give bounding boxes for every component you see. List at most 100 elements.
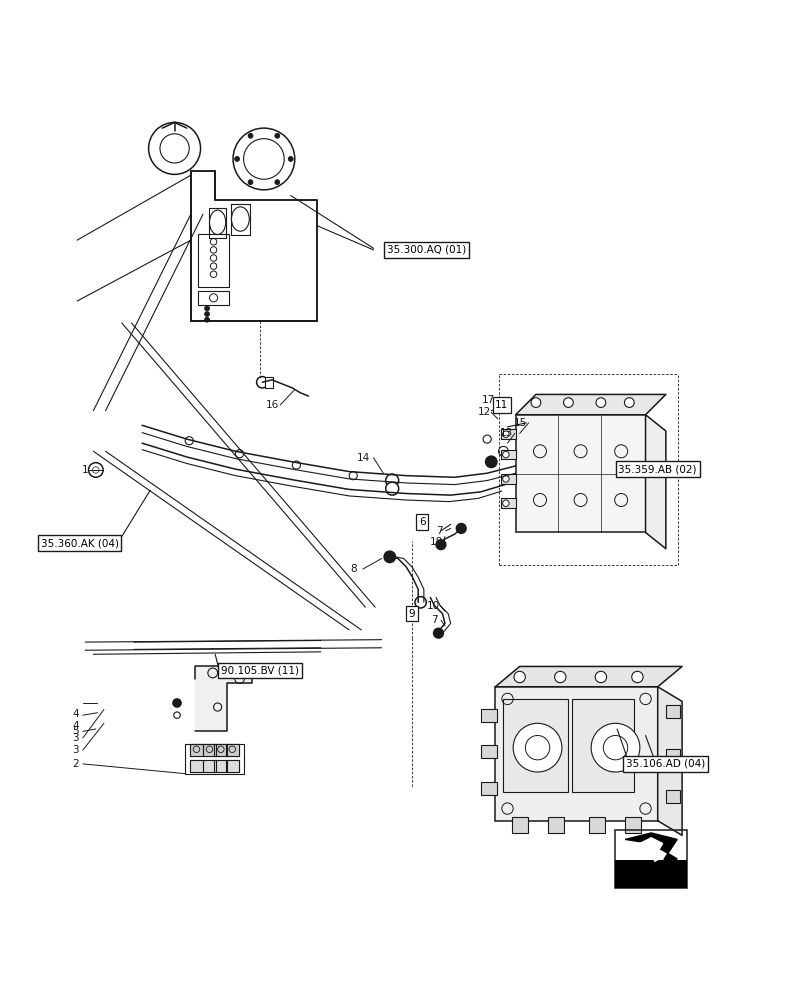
Circle shape xyxy=(204,312,209,316)
Bar xyxy=(500,474,515,484)
Bar xyxy=(615,830,686,888)
Bar xyxy=(511,817,527,833)
Circle shape xyxy=(594,671,606,683)
Circle shape xyxy=(590,723,639,772)
Circle shape xyxy=(456,524,466,533)
Circle shape xyxy=(173,699,181,707)
Circle shape xyxy=(502,431,508,437)
Circle shape xyxy=(530,398,540,407)
Text: 4: 4 xyxy=(72,709,79,719)
Text: 18: 18 xyxy=(429,537,442,547)
Circle shape xyxy=(204,317,209,322)
Circle shape xyxy=(502,451,508,458)
Bar xyxy=(198,291,229,305)
Circle shape xyxy=(563,398,573,407)
Bar xyxy=(480,745,496,758)
Text: 6: 6 xyxy=(418,517,425,527)
Circle shape xyxy=(385,474,398,487)
Text: 3: 3 xyxy=(72,733,79,743)
Polygon shape xyxy=(657,687,681,835)
Circle shape xyxy=(256,377,268,388)
Bar xyxy=(480,709,496,722)
Polygon shape xyxy=(191,171,316,321)
Circle shape xyxy=(274,180,279,185)
Circle shape xyxy=(414,597,426,608)
Polygon shape xyxy=(225,744,238,756)
Bar xyxy=(480,782,496,795)
Bar xyxy=(588,817,604,833)
Circle shape xyxy=(274,133,279,138)
Bar xyxy=(615,860,686,888)
Circle shape xyxy=(92,467,99,473)
Text: 4: 4 xyxy=(72,721,79,731)
Bar xyxy=(503,699,568,792)
Text: 16: 16 xyxy=(266,400,279,410)
Circle shape xyxy=(483,435,491,443)
Bar xyxy=(624,817,641,833)
Circle shape xyxy=(631,671,642,683)
Circle shape xyxy=(288,157,293,161)
Polygon shape xyxy=(515,394,665,415)
Bar xyxy=(198,234,229,287)
Bar xyxy=(264,377,272,388)
Circle shape xyxy=(384,551,395,563)
Text: 35.300.AQ (01): 35.300.AQ (01) xyxy=(386,245,466,255)
Circle shape xyxy=(204,306,209,311)
Circle shape xyxy=(292,461,300,469)
Text: 9: 9 xyxy=(408,609,414,619)
Text: 90.105.BV (11): 90.105.BV (11) xyxy=(221,666,298,676)
Text: 8: 8 xyxy=(350,564,357,574)
Polygon shape xyxy=(214,744,227,756)
Circle shape xyxy=(502,476,508,482)
Circle shape xyxy=(554,671,565,683)
Circle shape xyxy=(485,456,496,468)
Circle shape xyxy=(247,133,253,138)
Polygon shape xyxy=(214,760,227,772)
Text: 7: 7 xyxy=(436,526,442,536)
Bar xyxy=(665,790,680,803)
Polygon shape xyxy=(203,760,216,772)
Text: 12: 12 xyxy=(477,407,490,417)
Text: 35.360.AK (04): 35.360.AK (04) xyxy=(41,538,118,548)
Polygon shape xyxy=(495,666,681,687)
Polygon shape xyxy=(203,744,216,756)
Circle shape xyxy=(513,723,561,772)
Circle shape xyxy=(185,437,193,445)
Text: 13: 13 xyxy=(500,428,513,438)
Circle shape xyxy=(88,463,103,477)
Polygon shape xyxy=(195,666,251,731)
Text: 11: 11 xyxy=(495,400,508,410)
Polygon shape xyxy=(645,415,665,549)
Circle shape xyxy=(498,446,508,456)
Text: 15: 15 xyxy=(513,418,526,428)
Text: 5: 5 xyxy=(72,726,79,736)
Circle shape xyxy=(349,472,357,480)
Circle shape xyxy=(247,180,253,185)
Text: 10: 10 xyxy=(427,601,440,611)
Polygon shape xyxy=(190,744,203,756)
Bar xyxy=(500,429,515,439)
Bar xyxy=(500,498,515,508)
Text: 2: 2 xyxy=(72,759,79,769)
Circle shape xyxy=(234,157,239,161)
Bar xyxy=(547,817,564,833)
Polygon shape xyxy=(639,838,662,861)
Text: 14: 14 xyxy=(357,453,370,463)
Circle shape xyxy=(235,450,243,458)
Circle shape xyxy=(513,671,525,683)
Bar xyxy=(515,415,645,532)
Bar xyxy=(495,687,657,821)
Circle shape xyxy=(595,398,605,407)
Circle shape xyxy=(436,540,445,550)
Text: 35.359.AB (02): 35.359.AB (02) xyxy=(618,464,696,474)
Bar xyxy=(500,450,515,459)
Circle shape xyxy=(624,398,633,407)
Polygon shape xyxy=(190,760,203,772)
Bar xyxy=(572,699,633,792)
Polygon shape xyxy=(624,833,676,865)
Text: 1: 1 xyxy=(82,465,88,475)
Circle shape xyxy=(502,500,508,506)
Text: 7: 7 xyxy=(431,615,437,625)
Text: 35.106.AD (04): 35.106.AD (04) xyxy=(625,759,705,769)
Text: 17: 17 xyxy=(482,395,495,405)
